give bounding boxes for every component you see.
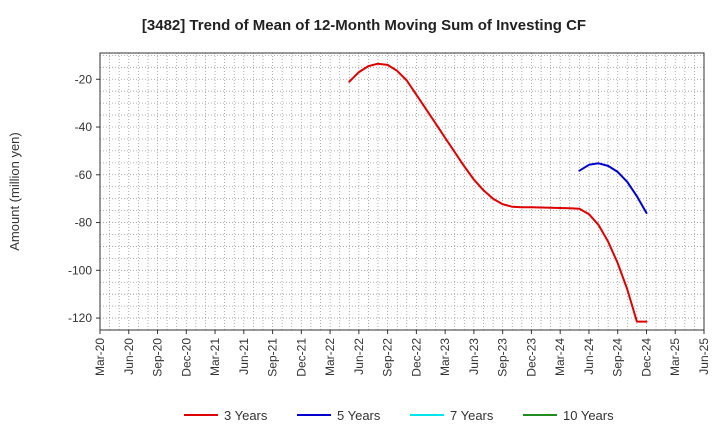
legend-label: 5 Years <box>337 408 381 423</box>
x-tick-label: Sep-21 <box>266 338 280 377</box>
legend-item-5-years: 5 Years <box>297 408 381 423</box>
x-tick-label: Dec-24 <box>639 338 653 377</box>
series-group <box>348 62 648 323</box>
plot-area <box>100 53 704 330</box>
x-tick-label: Mar-25 <box>668 338 682 376</box>
legend: 3 Years 5 Years 7 Years 10 Years <box>184 408 614 423</box>
x-tick-label: Sep-22 <box>381 338 395 377</box>
x-tick-label: Jun-23 <box>467 338 481 375</box>
y-tick-label: -40 <box>75 120 93 134</box>
plot-frame <box>99 52 705 331</box>
x-tick-label: Jun-22 <box>352 338 366 375</box>
legend-label: 3 Years <box>224 408 268 423</box>
series-line-5-years <box>578 162 648 214</box>
x-tick-label: Jun-21 <box>237 338 251 375</box>
x-tick-label: Mar-20 <box>93 338 107 376</box>
legend-label: 10 Years <box>563 408 614 423</box>
x-tick-label: Mar-24 <box>553 338 567 376</box>
x-tick-label: Mar-22 <box>323 338 337 376</box>
x-tick-label: Dec-20 <box>179 338 193 377</box>
y-tick-label: -60 <box>75 168 93 182</box>
legend-item-7-years: 7 Years <box>410 408 494 423</box>
x-tick-label: Sep-23 <box>496 338 510 377</box>
x-tick-label: Mar-21 <box>208 338 222 376</box>
y-tick-label: -20 <box>75 72 93 86</box>
legend-label: 7 Years <box>450 408 494 423</box>
y-tick-label: -80 <box>75 216 93 230</box>
x-tick-label: Jun-20 <box>122 338 136 375</box>
y-tick-label: -100 <box>68 263 92 277</box>
x-tick-label: Jun-24 <box>582 338 596 375</box>
x-axis: Mar-20 Jun-20 Sep-20 Dec-20 Mar-21 Jun-21 Sep-… <box>93 330 711 377</box>
y-axis: -20 -40 -60 -80 -100 -120 <box>68 72 100 325</box>
legend-item-10-years: 10 Years <box>523 408 614 423</box>
x-tick-label: Dec-22 <box>409 338 423 377</box>
x-tick-label: Sep-20 <box>151 338 165 377</box>
chart-title: [3482] Trend of Mean of 12-Month Moving … <box>142 17 586 34</box>
x-tick-label: Mar-23 <box>438 338 452 376</box>
legend-item-3-years: 3 Years <box>184 408 268 423</box>
y-tick-label: -120 <box>68 311 92 325</box>
series-line-3-years <box>348 62 648 323</box>
x-tick-label: Jun-25 <box>697 338 711 375</box>
x-tick-label: Dec-21 <box>294 338 308 377</box>
y-axis-label: Amount (million yen) <box>7 132 22 251</box>
x-tick-label: Sep-24 <box>611 338 625 377</box>
x-tick-label: Dec-23 <box>524 338 538 377</box>
